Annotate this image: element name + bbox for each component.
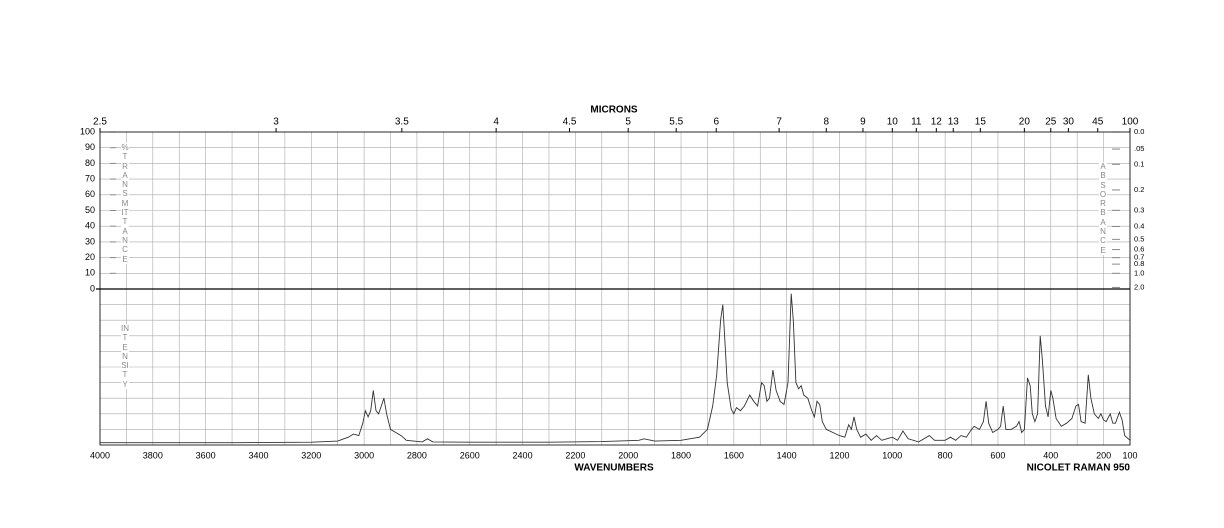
y2-tick-label: 0.4 (1134, 221, 1144, 230)
x-tick-label: 3800 (143, 450, 163, 460)
x-tick-label: 1000 (882, 450, 902, 460)
y-tick-label: 70 (85, 173, 95, 183)
y-axis-title: %TRANSMITTANCE (121, 143, 129, 264)
x2-tick-label: 15 (975, 117, 987, 128)
y-tick-label: 80 (85, 158, 95, 168)
y2-tick-label: 0.6 (1134, 245, 1144, 254)
x-tick-label: 3400 (248, 450, 268, 460)
instrument-label: NICOLET RAMAN 950 (1027, 463, 1131, 474)
x-tick-label: 600 (990, 450, 1005, 460)
y2-tick-label: 0.1 (1134, 159, 1144, 168)
y-tick-label: 10 (85, 268, 95, 278)
x-tick-label: 2400 (513, 450, 533, 460)
x-tick-label: 1200 (829, 450, 849, 460)
spectrum-line (100, 293, 1131, 444)
x-tick-label: 100 (1122, 450, 1137, 460)
y-tick-label: 0 (90, 283, 95, 293)
x2-tick-label: 2.5 (93, 117, 107, 128)
x-tick-label: 4000 (90, 450, 110, 460)
x-axis-title: WAVENUMBERS (574, 463, 654, 474)
x2-tick-label: 100 (1122, 117, 1139, 128)
x-tick-label: 2000 (618, 450, 638, 460)
x2-tick-label: 13 (948, 117, 960, 128)
x-tick-label: 3200 (301, 450, 321, 460)
x2-tick-label: 4.5 (563, 117, 577, 128)
x-tick-label: 1400 (777, 450, 797, 460)
x2-tick-label: 20 (1019, 117, 1031, 128)
y-tick-label: 90 (85, 142, 95, 152)
x2-tick-label: 8 (824, 117, 830, 128)
x-tick-label: 1600 (724, 450, 744, 460)
x-tick-label: 200 (1096, 450, 1111, 460)
x-tick-label: 3000 (354, 450, 374, 460)
x-tick-label: 2800 (407, 450, 427, 460)
x2-tick-label: 45 (1092, 117, 1104, 128)
x2-tick-label: 5.5 (669, 117, 683, 128)
y2-tick-label: 0.2 (1134, 185, 1144, 194)
x2-tick-label: 3.5 (395, 117, 409, 128)
x2-tick-label: 7 (776, 117, 782, 128)
y2-tick-label: 1.0 (1134, 268, 1144, 277)
x2-tick-label: 10 (887, 117, 899, 128)
y2-tick-label: 0.0 (1134, 127, 1144, 136)
y2-tick-label: .05 (1134, 144, 1144, 153)
y-tick-label: 30 (85, 236, 95, 246)
x2-tick-label: 25 (1045, 117, 1057, 128)
y-tick-label: 50 (85, 205, 95, 215)
y2-tick-label: 0.5 (1134, 234, 1144, 243)
x-tick-label: 1800 (671, 450, 691, 460)
x2-tick-label: 4 (493, 117, 499, 128)
micron-axis-title: MICRONS (590, 105, 638, 116)
x2-tick-label: 6 (713, 117, 719, 128)
x2-tick-label: 30 (1063, 117, 1075, 128)
y2-tick-label: 0.3 (1134, 205, 1144, 214)
x-tick-label: 400 (1043, 450, 1058, 460)
y-tick-label: 20 (85, 252, 95, 262)
intensity-title: INTENSITY (121, 324, 129, 390)
x2-tick-label: 3 (273, 117, 279, 128)
x2-tick-label: 11 (911, 117, 922, 128)
x2-tick-label: 9 (860, 117, 866, 128)
x-tick-label: 800 (938, 450, 953, 460)
x2-tick-label: 12 (931, 117, 943, 128)
y-tick-label: 100 (80, 126, 95, 136)
y2-tick-label: 0.7 (1134, 253, 1144, 262)
y2-axis-title: ABSORBANCE (1099, 162, 1107, 255)
x2-tick-label: 5 (625, 117, 631, 128)
x-tick-label: 3600 (196, 450, 216, 460)
x-tick-label: 2200 (565, 450, 585, 460)
y2-tick-label: 0.8 (1134, 259, 1144, 268)
y-tick-label: 60 (85, 189, 95, 199)
y2-tick-label: 2.0 (1134, 282, 1144, 291)
x-tick-label: 2600 (460, 450, 480, 460)
y-tick-label: 40 (85, 221, 95, 231)
